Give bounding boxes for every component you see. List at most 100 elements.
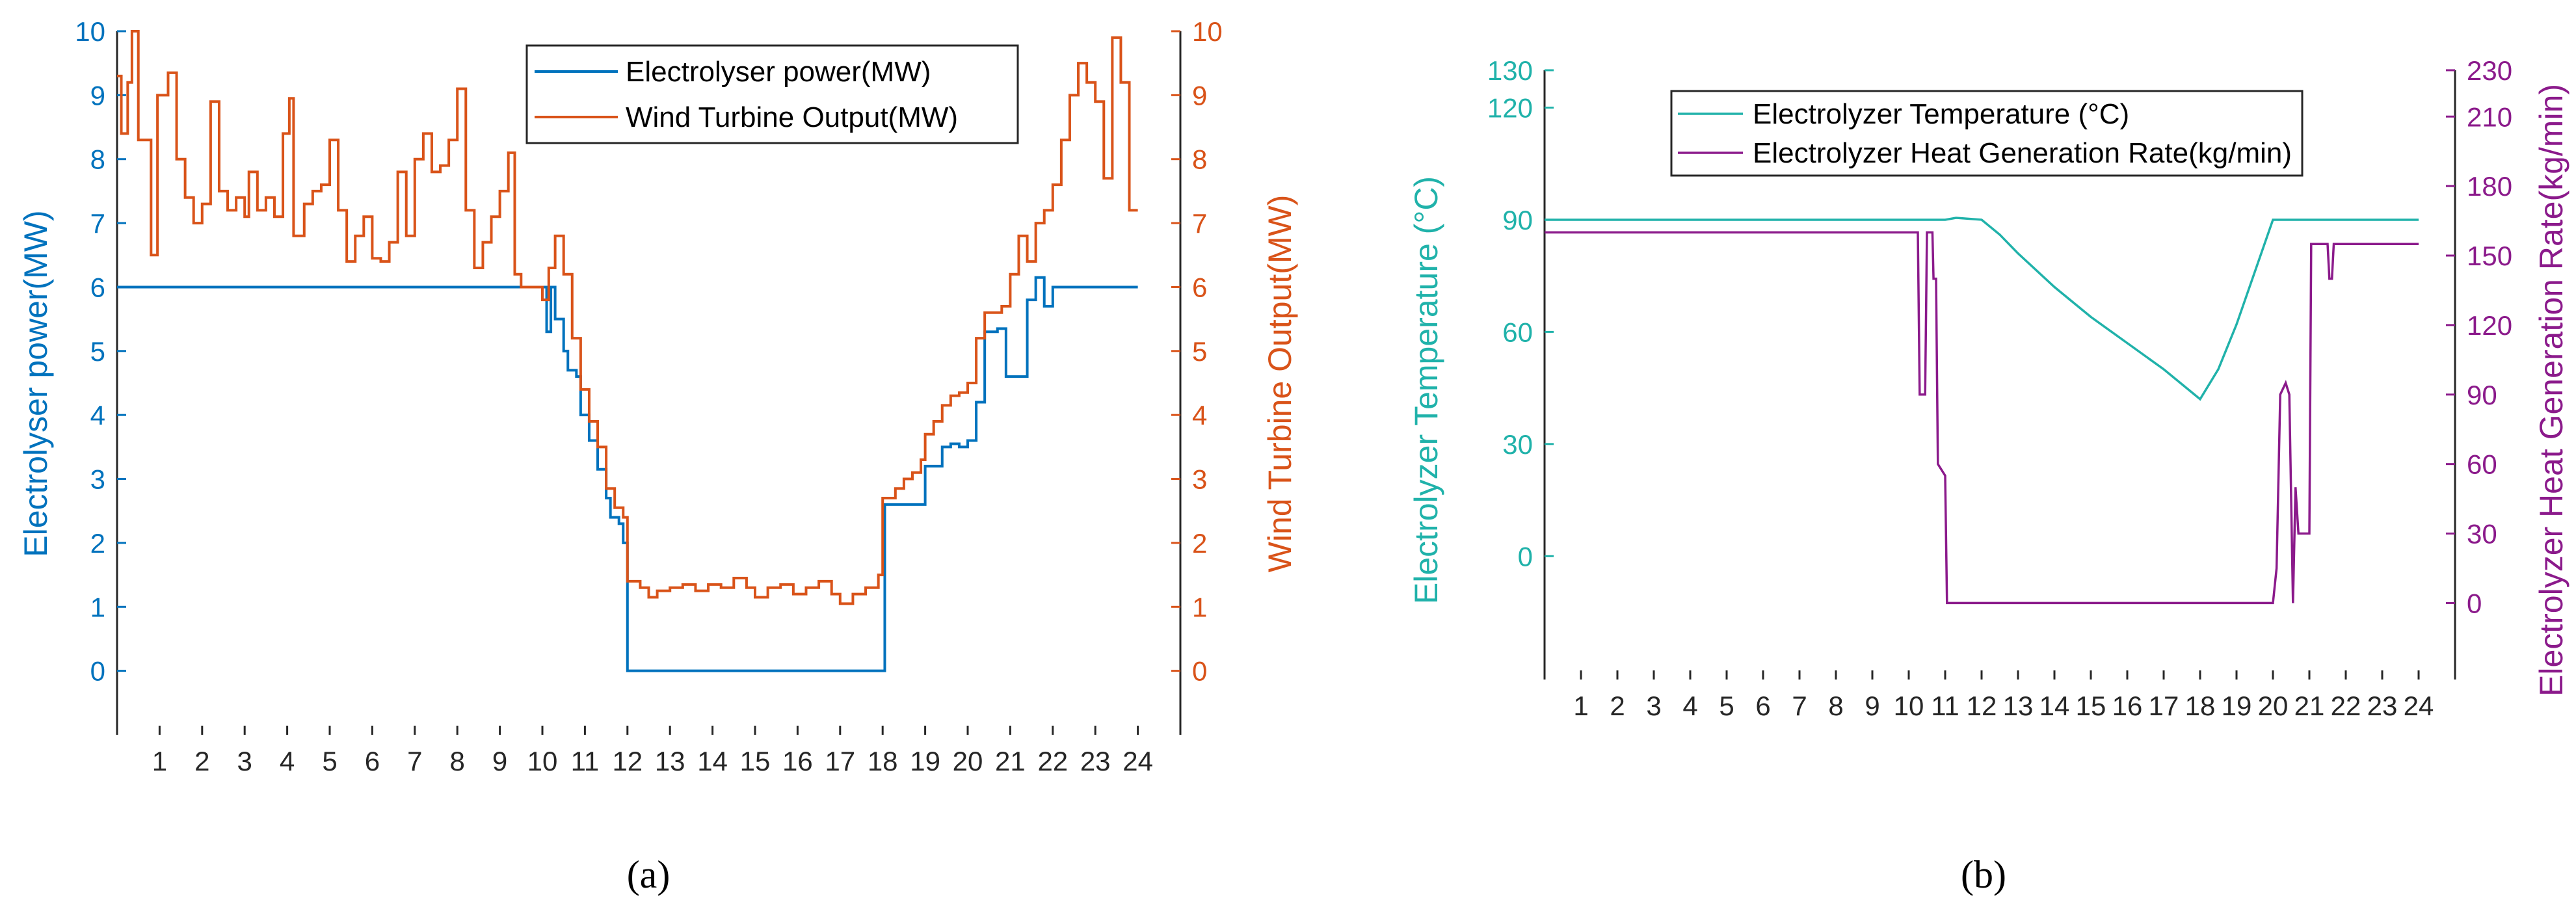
left-y-tick-label: 9 bbox=[90, 80, 105, 111]
panel-label-a: (a) bbox=[627, 853, 671, 896]
x-tick-label: 5 bbox=[322, 746, 337, 776]
x-tick-label: 23 bbox=[1080, 746, 1111, 776]
right-y-tick-label: 0 bbox=[1192, 656, 1207, 687]
legend-entry-electrolyzer-heat-generation: Electrolyzer Heat Generation Rate(kg/min… bbox=[1753, 137, 2292, 169]
x-tick-label: 22 bbox=[2331, 691, 2361, 721]
right-y-tick-label: 180 bbox=[2467, 171, 2512, 202]
right-y-tick-label: 230 bbox=[2467, 55, 2512, 86]
legend: Electrolyzer Temperature (°C) Electrolyz… bbox=[1670, 90, 2304, 177]
left-y-tick-label: 3 bbox=[90, 464, 105, 495]
right-y-tick-label: 120 bbox=[2467, 310, 2512, 341]
left-y-tick-label: 10 bbox=[75, 16, 105, 47]
left-y-tick-label: 60 bbox=[1502, 317, 1533, 347]
x-tick-label: 6 bbox=[1755, 691, 1770, 721]
right-y-ticks: 0 30 60 90 120 150 180 210 230 bbox=[2446, 55, 2512, 618]
x-tick-label: 4 bbox=[1682, 691, 1697, 721]
left-y-axis-label: Electrolyser power(MW) bbox=[18, 210, 54, 557]
x-tick-label: 9 bbox=[492, 746, 507, 776]
x-tick-label: 21 bbox=[995, 746, 1026, 776]
x-tick-label: 2 bbox=[1610, 691, 1625, 721]
x-tick-label: 23 bbox=[2367, 691, 2398, 721]
left-y-axis-label: Electrolyzer Temperature (°C) bbox=[1408, 176, 1444, 604]
x-tick-label: 4 bbox=[280, 746, 295, 776]
x-ticks: 1 2 3 4 5 6 7 8 9 10 11 12 13 14 15 16 17 18 19 20 21 22 23 24 bbox=[152, 726, 1153, 776]
left-y-tick-label: 8 bbox=[90, 144, 105, 175]
left-y-tick-label: 5 bbox=[90, 336, 105, 367]
right-y-tick-label: 3 bbox=[1192, 464, 1207, 495]
x-tick-label: 17 bbox=[825, 746, 855, 776]
x-tick-label: 16 bbox=[2112, 691, 2143, 721]
x-tick-label: 8 bbox=[1828, 691, 1843, 721]
x-tick-label: 24 bbox=[1122, 746, 1153, 776]
left-y-ticks: 0 1 2 3 4 5 6 7 8 9 10 bbox=[75, 16, 126, 687]
series-line-electrolyser-power bbox=[117, 276, 1138, 672]
right-y-tick-label: 90 bbox=[2467, 380, 2497, 410]
left-y-tick-label: 130 bbox=[1487, 55, 1533, 86]
x-tick-label: 1 bbox=[1573, 691, 1588, 721]
series-line-electrolyzer-temperature bbox=[1545, 217, 2419, 401]
right-y-axis-label: Wind Turbine Output(MW) bbox=[1262, 195, 1298, 573]
x-tick-label: 20 bbox=[953, 746, 983, 776]
x-ticks: 1 2 3 4 5 6 7 8 9 10 11 12 13 14 15 16 17 18 19 20 21 22 23 24 bbox=[1573, 670, 2434, 721]
x-tick-label: 20 bbox=[2258, 691, 2289, 721]
series-line-wind-turbine-output bbox=[117, 30, 1138, 605]
x-tick-label: 7 bbox=[1792, 691, 1807, 721]
x-tick-label: 5 bbox=[1719, 691, 1734, 721]
right-y-tick-label: 150 bbox=[2467, 241, 2512, 271]
right-y-axis-label: Electrolyzer Heat Generation Rate(kg/min… bbox=[2533, 84, 2569, 696]
x-tick-label: 10 bbox=[1894, 691, 1924, 721]
legend-entry-electrolyzer-temperature: Electrolyzer Temperature (°C) bbox=[1753, 98, 2129, 130]
x-tick-label: 12 bbox=[612, 746, 643, 776]
left-y-ticks: 0 30 60 90 120 130 bbox=[1487, 55, 1554, 572]
left-y-tick-label: 90 bbox=[1502, 205, 1533, 235]
x-tick-label: 10 bbox=[527, 746, 558, 776]
left-y-tick-label: 0 bbox=[1518, 541, 1533, 572]
left-y-tick-label: 6 bbox=[90, 272, 105, 302]
right-y-tick-label: 1 bbox=[1192, 592, 1207, 622]
x-tick-label: 21 bbox=[2294, 691, 2325, 721]
x-tick-label: 3 bbox=[1646, 691, 1661, 721]
left-y-tick-label: 2 bbox=[90, 528, 105, 559]
right-y-tick-label: 5 bbox=[1192, 336, 1207, 367]
x-tick-label: 6 bbox=[365, 746, 380, 776]
right-y-tick-label: 60 bbox=[2467, 449, 2497, 480]
x-tick-label: 17 bbox=[2149, 691, 2179, 721]
left-y-tick-label: 4 bbox=[90, 400, 105, 430]
legend-box bbox=[525, 44, 1019, 144]
x-tick-label: 11 bbox=[1931, 691, 1959, 721]
x-tick-label: 7 bbox=[407, 746, 422, 776]
x-tick-label: 22 bbox=[1037, 746, 1068, 776]
right-y-tick-label: 4 bbox=[1192, 400, 1207, 430]
x-tick-label: 1 bbox=[152, 746, 167, 776]
right-y-ticks: 0 1 2 3 4 5 6 7 8 9 10 bbox=[1171, 16, 1223, 687]
x-tick-label: 13 bbox=[2003, 691, 2034, 721]
left-y-tick-label: 1 bbox=[90, 592, 105, 622]
x-tick-label: 19 bbox=[2222, 691, 2252, 721]
right-y-tick-label: 6 bbox=[1192, 272, 1207, 302]
left-y-tick-label: 7 bbox=[90, 208, 105, 239]
right-y-tick-label: 2 bbox=[1192, 528, 1207, 559]
x-tick-label: 11 bbox=[571, 746, 600, 776]
right-y-tick-label: 30 bbox=[2467, 519, 2497, 549]
right-y-tick-label: 210 bbox=[2467, 101, 2512, 132]
legend-entry-wind-turbine-output: Wind Turbine Output(MW) bbox=[626, 101, 958, 133]
x-tick-label: 15 bbox=[2076, 691, 2106, 721]
series-line-electrolyzer-heat-generation bbox=[1545, 231, 2419, 605]
right-y-tick-label: 7 bbox=[1192, 208, 1207, 239]
x-tick-label: 24 bbox=[2404, 691, 2434, 721]
x-tick-label: 19 bbox=[910, 746, 940, 776]
x-tick-label: 13 bbox=[655, 746, 685, 776]
left-y-tick-label: 30 bbox=[1502, 429, 1533, 460]
x-tick-label: 8 bbox=[450, 746, 465, 776]
legend-entry-electrolyser-power: Electrolyser power(MW) bbox=[626, 56, 931, 88]
left-y-tick-label: 0 bbox=[90, 656, 105, 687]
x-tick-label: 3 bbox=[237, 746, 252, 776]
right-y-tick-label: 8 bbox=[1192, 144, 1207, 175]
panel-label-b: (b) bbox=[1961, 853, 2006, 896]
x-tick-label: 18 bbox=[868, 746, 898, 776]
x-tick-label: 14 bbox=[2039, 691, 2070, 721]
x-tick-label: 16 bbox=[782, 746, 813, 776]
x-tick-label: 15 bbox=[740, 746, 771, 776]
